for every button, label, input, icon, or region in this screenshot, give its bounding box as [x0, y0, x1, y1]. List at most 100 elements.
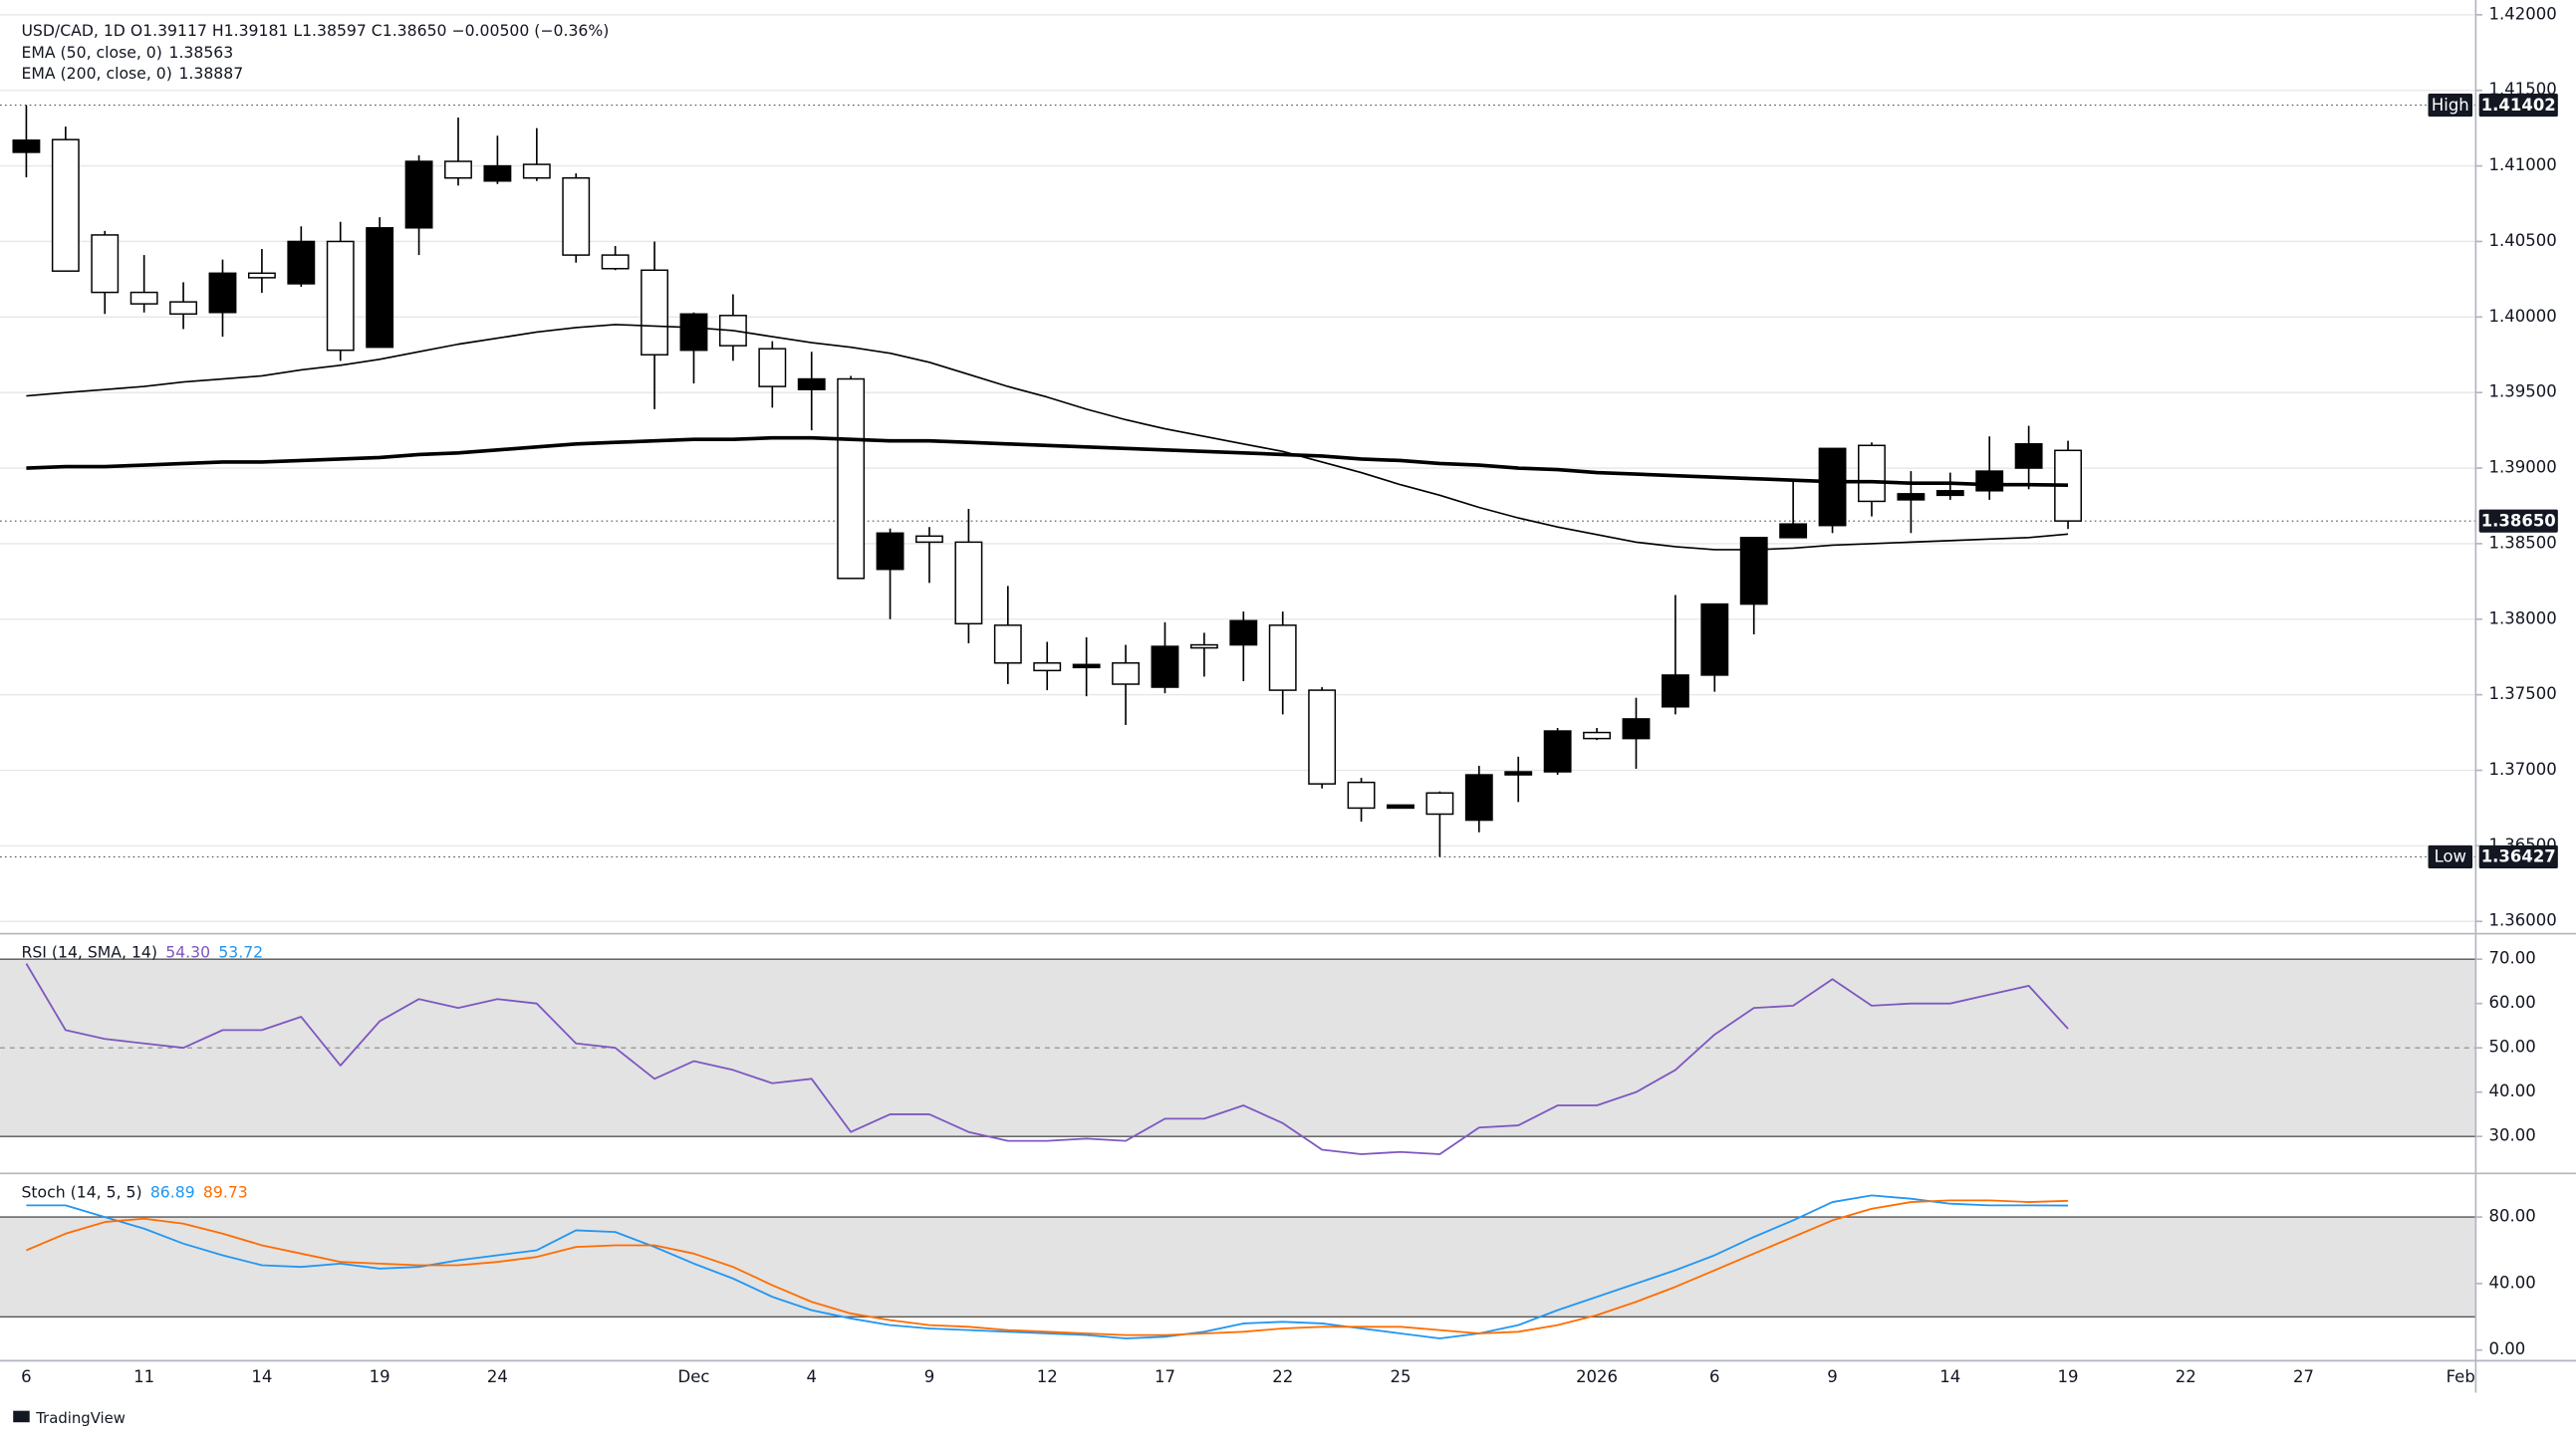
series-line	[26, 324, 2069, 551]
logo: TradingView	[13, 1410, 126, 1427]
panel-value: 86.89	[150, 1182, 195, 1201]
indicator-name: EMA (50, close, 0)	[21, 42, 161, 61]
candle-body	[1308, 689, 1337, 785]
candle-body	[1268, 624, 1297, 691]
x-tick-label: 24	[487, 1367, 508, 1386]
x-tick-label: 22	[2176, 1367, 2196, 1386]
panel-name: RSI (14, SMA, 14)	[21, 942, 157, 961]
candle-body	[2014, 443, 2043, 469]
series-line	[26, 1199, 2069, 1336]
y-tick-label: 1.38500	[2489, 533, 2557, 552]
indicator-header: EMA (200, close, 0) 1.38887	[21, 64, 243, 83]
y-tick-label: 1.36000	[2489, 911, 2557, 930]
y-tick-label: 1.40000	[2489, 307, 2557, 326]
panel-value: 53.72	[218, 942, 263, 961]
x-tick-label: 6	[1709, 1367, 1720, 1386]
y-tick-label: 1.38000	[2489, 608, 2557, 627]
indicator-value: 1.38887	[178, 64, 243, 83]
marker-name-box	[2428, 94, 2473, 118]
marker-value: 1.41402	[2481, 96, 2556, 115]
candle-body	[1661, 674, 1689, 708]
panel-value: 89.73	[203, 1182, 248, 1201]
candle-body	[1387, 804, 1415, 810]
x-tick-label: 2026	[1576, 1367, 1618, 1386]
candle-body	[562, 176, 591, 256]
x-tick-label: 12	[1037, 1367, 1058, 1386]
symbol-header: USD/CAD, 1D O1.39117 H1.39181 L1.38597 C…	[21, 21, 609, 40]
series-line	[25, 963, 2069, 1155]
x-tick-label: 22	[1272, 1367, 1293, 1386]
candle-body	[208, 272, 237, 314]
x-tick-label: Feb	[2447, 1367, 2475, 1386]
marker-name: Low	[2435, 847, 2466, 866]
indicator-name: EMA (200, close, 0)	[21, 64, 171, 83]
x-tick-label: 4	[806, 1367, 817, 1386]
logo-icon	[13, 1410, 30, 1423]
y-tick-label: 1.40500	[2489, 231, 2557, 250]
marker-value-box	[2478, 844, 2558, 868]
candle-body	[1464, 774, 1493, 822]
candle-body	[1543, 730, 1572, 773]
x-tick-label: 9	[1827, 1367, 1838, 1386]
marker-name-box	[2428, 844, 2473, 868]
candle-body	[1229, 619, 1258, 646]
candle-body	[1739, 537, 1768, 605]
marker-name: High	[2432, 96, 2469, 115]
y-tick-label: 1.41000	[2489, 155, 2557, 174]
marker-value: 1.36427	[2481, 847, 2556, 866]
candle-body	[679, 313, 708, 352]
candle-body	[247, 272, 276, 279]
candle-body	[1818, 447, 1847, 527]
y-tick-label: 1.37500	[2489, 684, 2557, 703]
candle-body	[169, 301, 198, 316]
candle-body	[797, 377, 826, 390]
y-tick-label: 40.00	[2489, 1273, 2536, 1292]
candle-body	[1622, 718, 1651, 740]
marker-value-box	[2478, 94, 2558, 118]
x-tick-label: 14	[1939, 1367, 1960, 1386]
series-line	[26, 435, 2069, 488]
candle-body	[601, 254, 630, 270]
candle-body	[1189, 643, 1218, 649]
x-tick-label: 11	[133, 1367, 154, 1386]
candle-body	[641, 269, 669, 356]
candle-body	[1033, 662, 1062, 672]
y-tick-label: 1.39000	[2489, 458, 2557, 477]
candle-body	[483, 164, 512, 182]
candle-body	[915, 535, 943, 544]
candle-body	[404, 160, 433, 229]
x-tick-label: 17	[1155, 1367, 1175, 1386]
x-tick-label: 14	[251, 1367, 272, 1386]
candle-body	[12, 139, 41, 153]
candle-body	[1425, 792, 1454, 816]
candle-body	[1347, 781, 1376, 810]
y-tick-label: 1.37000	[2489, 760, 2557, 779]
x-tick-label: 19	[370, 1367, 390, 1386]
x-tick-label: 6	[21, 1367, 31, 1386]
y-tick-label: 40.00	[2489, 1082, 2536, 1100]
candle-body	[1151, 645, 1179, 688]
candle-body	[1779, 523, 1808, 539]
y-tick-label: 70.00	[2489, 949, 2536, 968]
y-tick-label: 1.39500	[2489, 382, 2557, 401]
panel-header: Stoch (14, 5, 5) 86.89 89.73	[21, 1182, 247, 1201]
x-tick-label: 9	[924, 1367, 934, 1386]
candle-body	[326, 240, 355, 352]
candle-body	[876, 532, 904, 571]
x-tick-label: 25	[1390, 1367, 1411, 1386]
y-tick-label: 30.00	[2489, 1126, 2536, 1145]
last-price-box	[2478, 509, 2558, 533]
y-tick-label: 60.00	[2489, 993, 2536, 1012]
candle-body	[954, 541, 983, 625]
y-tick-label: 50.00	[2489, 1038, 2536, 1057]
candle-body	[91, 234, 120, 294]
candle-body	[1112, 662, 1140, 685]
candle-body	[1072, 663, 1101, 669]
candle-body	[287, 240, 316, 285]
marks-layer	[12, 105, 2082, 1339]
candle-body	[758, 348, 787, 387]
labels-layer: 1.360001.365001.370001.375001.380001.385…	[21, 4, 2558, 1386]
